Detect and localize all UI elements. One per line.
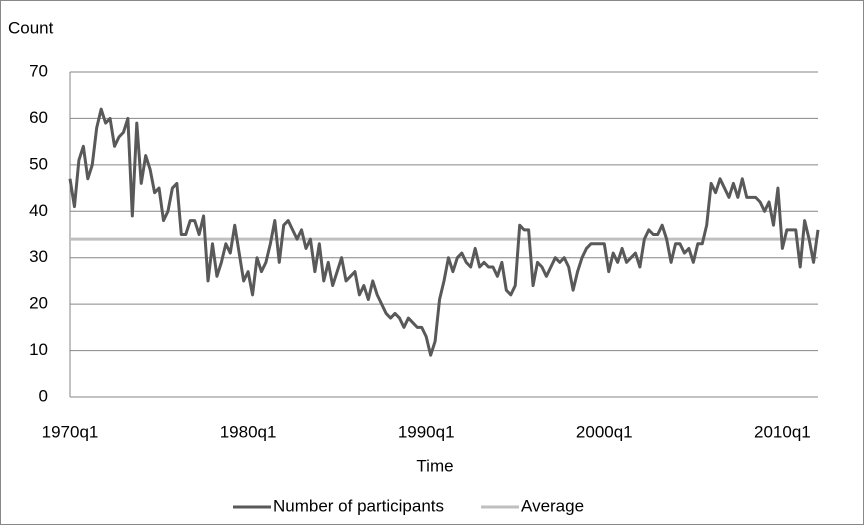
y-tick-label: 0 [39, 386, 48, 405]
x-tick-label: 2000q1 [576, 422, 633, 441]
y-tick-label: 40 [29, 201, 48, 220]
y-tick-label: 30 [29, 247, 48, 266]
y-tick-label: 10 [29, 340, 48, 359]
y-tick-label: 20 [29, 294, 48, 313]
x-axis-title: Time [416, 456, 453, 475]
legend-label: Number of participants [273, 496, 444, 515]
x-tick-label: 2010q1 [754, 422, 811, 441]
y-tick-label: 60 [29, 108, 48, 127]
x-tick-label: 1990q1 [398, 422, 455, 441]
y-tick-label: 50 [29, 154, 48, 173]
y-axis-title: Count [8, 18, 54, 37]
series-line [68, 107, 820, 357]
x-tick-label: 1980q1 [220, 422, 277, 441]
x-tick-label: 1970q1 [42, 422, 99, 441]
y-tick-label: 70 [29, 61, 48, 80]
legend-label: Average [521, 496, 584, 515]
